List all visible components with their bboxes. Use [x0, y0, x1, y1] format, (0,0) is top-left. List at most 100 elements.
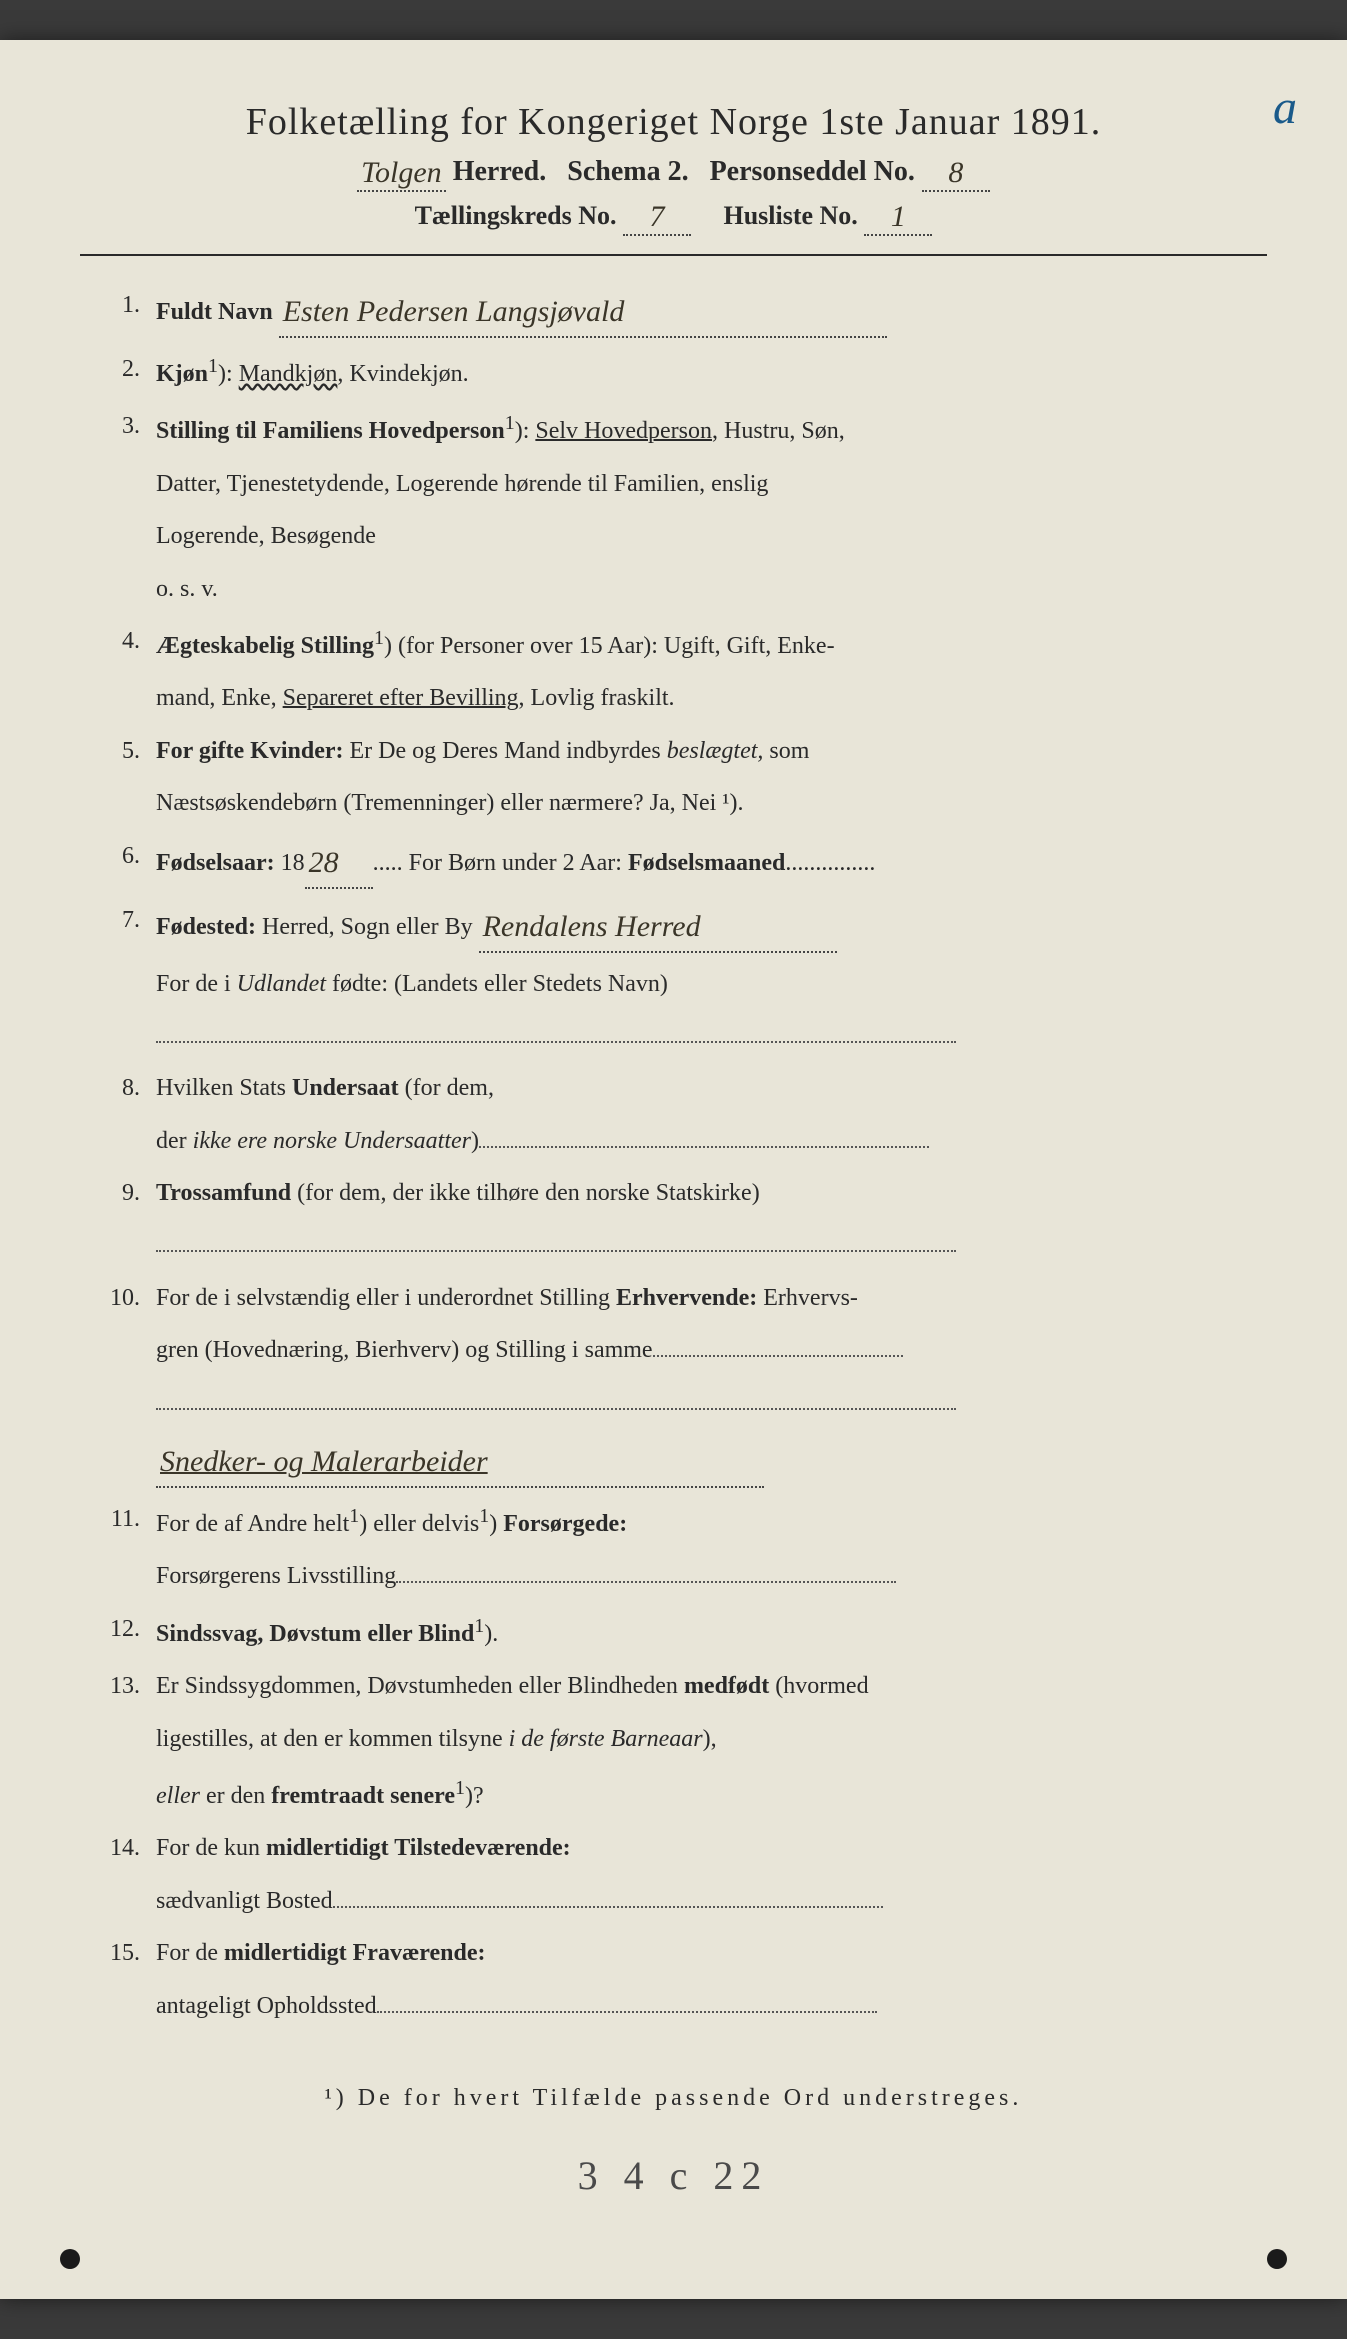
birthplace-value: Rendalens Herred — [479, 903, 837, 953]
item-number: 9. — [80, 1174, 156, 1212]
bottom-annotation: 3 4 c 22 — [80, 2152, 1267, 2199]
item-12: 12. Sindssvag, Døvstum eller Blind1). — [80, 1610, 1267, 1653]
kreds-no: 7 — [623, 200, 691, 236]
fullname-value: Esten Pedersen Langsjøvald — [279, 288, 887, 338]
item-label: midlertidigt Tilstedeværende: — [266, 1835, 571, 1861]
item-5: 5. For gifte Kvinder: Er De og Deres Man… — [80, 732, 1267, 770]
item-14-cont: sædvanligt Bosted — [80, 1882, 1267, 1920]
cont-text: er den — [200, 1783, 271, 1809]
cont-text: Forsørgerens Livsstilling — [156, 1563, 396, 1589]
item-text: Erhvervs- — [757, 1285, 858, 1311]
item-number: 5. — [80, 732, 156, 770]
trail-dots: ............... — [785, 850, 875, 876]
item-4-cont: mand, Enke, Separeret efter Bevilling, L… — [80, 679, 1267, 717]
cont-text: der — [156, 1128, 193, 1154]
cont-text: antageligt Opholdssted — [156, 1993, 377, 2019]
footnote-ref: 1 — [349, 1505, 359, 1527]
punch-hole-icon — [1267, 2249, 1287, 2269]
item-label2: Fødselsmaaned — [628, 850, 785, 876]
item-1: 1. Fuldt Navn Esten Pedersen Langsjøvald — [80, 286, 1267, 336]
item-label: Undersaat — [292, 1075, 399, 1101]
option-selected: Mandkjøn — [239, 361, 338, 387]
cont-italic: eller — [156, 1783, 200, 1809]
cont-text: gren (Hovednæring, Bierhverv) og Stillin… — [156, 1337, 653, 1363]
label-suffix: ) (for Personer over 15 Aar): Ugift, Gif… — [384, 633, 835, 659]
cont-italic: i de første Barneaar — [509, 1726, 703, 1752]
cont-text: ) — [471, 1128, 479, 1154]
item-15-cont: antageligt Opholdssted — [80, 1987, 1267, 2025]
item-number: 10. — [80, 1279, 156, 1317]
item-bold: medfødt — [684, 1673, 769, 1699]
item-text: For de kun — [156, 1835, 266, 1861]
cont-text: )? — [465, 1783, 484, 1809]
census-form-page: a Folketælling for Kongeriget Norge 1ste… — [0, 40, 1347, 2299]
item-9-blank — [80, 1226, 1267, 1264]
item-label: Sindssvag, Døvstum eller Blind — [156, 1621, 474, 1647]
cont-text: sædvanligt Bosted — [156, 1888, 333, 1914]
cont-italic: Udlandet — [237, 971, 326, 997]
item-number: 3. — [80, 407, 156, 450]
item-11-cont: Forsørgerens Livsstilling — [80, 1557, 1267, 1595]
item-text: ..... For Børn under 2 Aar: — [373, 850, 628, 876]
item-text: Herred, Sogn eller By — [262, 914, 473, 940]
cont-text: ligestilles, at den er kommen tilsyne — [156, 1726, 509, 1752]
item-text: For de — [156, 1940, 224, 1966]
label-suffix: ): — [515, 418, 530, 444]
item-number: 6. — [80, 837, 156, 887]
cont-text: For de i — [156, 971, 237, 997]
item-text: For de i selvstændig eller i underordnet… — [156, 1285, 616, 1311]
item-number: 15. — [80, 1934, 156, 1972]
item-11: 11. For de af Andre helt1) eller delvis1… — [80, 1500, 1267, 1543]
item-text: Hvilken Stats — [156, 1075, 292, 1101]
corner-annotation: a — [1273, 80, 1297, 135]
label-suffix: ): — [218, 361, 233, 387]
item-9: 9. Trossamfund (for dem, der ikke tilhør… — [80, 1174, 1267, 1212]
item-3-cont: Logerende, Besøgende — [80, 517, 1267, 555]
footnote-ref: 1 — [208, 355, 218, 377]
item-number: 4. — [80, 622, 156, 665]
item-label: Trossamfund — [156, 1180, 291, 1206]
option-selected: Selv Hovedperson — [535, 418, 712, 444]
item-label: Stilling til Familiens Hovedperson — [156, 418, 505, 444]
item-5-cont: Næstsøskendebørn (Tremenninger) eller næ… — [80, 784, 1267, 822]
form-title: Folketælling for Kongeriget Norge 1ste J… — [80, 100, 1267, 144]
item-7: 7. Fødested: Herred, Sogn eller By Renda… — [80, 901, 1267, 951]
item-label: Fødselsaar: — [156, 850, 275, 876]
punch-hole-icon — [60, 2249, 80, 2269]
item-4: 4. Ægteskabelig Stilling1) (for Personer… — [80, 622, 1267, 665]
item-10-cont: gren (Hovednæring, Bierhverv) og Stillin… — [80, 1331, 1267, 1369]
item-10-value: Snedker- og Malerarbeider — [80, 1436, 1267, 1486]
item-13: 13. Er Sindssygdommen, Døvstumheden elle… — [80, 1667, 1267, 1705]
item-label: Erhvervende: — [616, 1285, 757, 1311]
footnote-ref: 1 — [455, 1777, 465, 1799]
item-label: Fødested: — [156, 914, 256, 940]
item-text: som — [769, 738, 809, 764]
item-label: Ægteskabelig Stilling — [156, 633, 374, 659]
footnote-ref: 1 — [505, 412, 515, 434]
husliste-label: Husliste No. — [723, 201, 857, 230]
item-label: For gifte Kvinder: — [156, 738, 344, 764]
item-label: Forsørgede: — [503, 1511, 627, 1537]
item-text: ) eller delvis — [359, 1511, 479, 1537]
herred-label: Herred. — [453, 156, 547, 187]
header-line-2: Tællingskreds No. 7 Husliste No. 1 — [80, 198, 1267, 234]
option-selected: Separeret efter Bevilling — [283, 685, 519, 711]
item-number: 11. — [80, 1500, 156, 1543]
divider — [80, 254, 1267, 256]
footnote-ref: 1 — [474, 1615, 484, 1637]
footnote-ref: 1 — [479, 1505, 489, 1527]
item-number: 7. — [80, 901, 156, 951]
item-label: midlertidigt Fraværende: — [224, 1940, 486, 1966]
item-8-cont: der ikke ere norske Undersaatter) — [80, 1122, 1267, 1160]
item-number: 13. — [80, 1667, 156, 1705]
item-text: Er De og Deres Mand indbyrdes — [350, 738, 667, 764]
item-2: 2. Kjøn1): Mandkjøn, Kvindekjøn. — [80, 350, 1267, 393]
item-15: 15. For de midlertidigt Fraværende: — [80, 1934, 1267, 1972]
item-number: 2. — [80, 350, 156, 393]
label-suffix: ). — [484, 1621, 498, 1647]
item-7-blank — [80, 1017, 1267, 1055]
item-10-blank — [80, 1384, 1267, 1422]
item-text: (for dem, der ikke tilhøre den norske St… — [297, 1180, 760, 1206]
item-number: 14. — [80, 1829, 156, 1867]
item-number: 12. — [80, 1610, 156, 1653]
